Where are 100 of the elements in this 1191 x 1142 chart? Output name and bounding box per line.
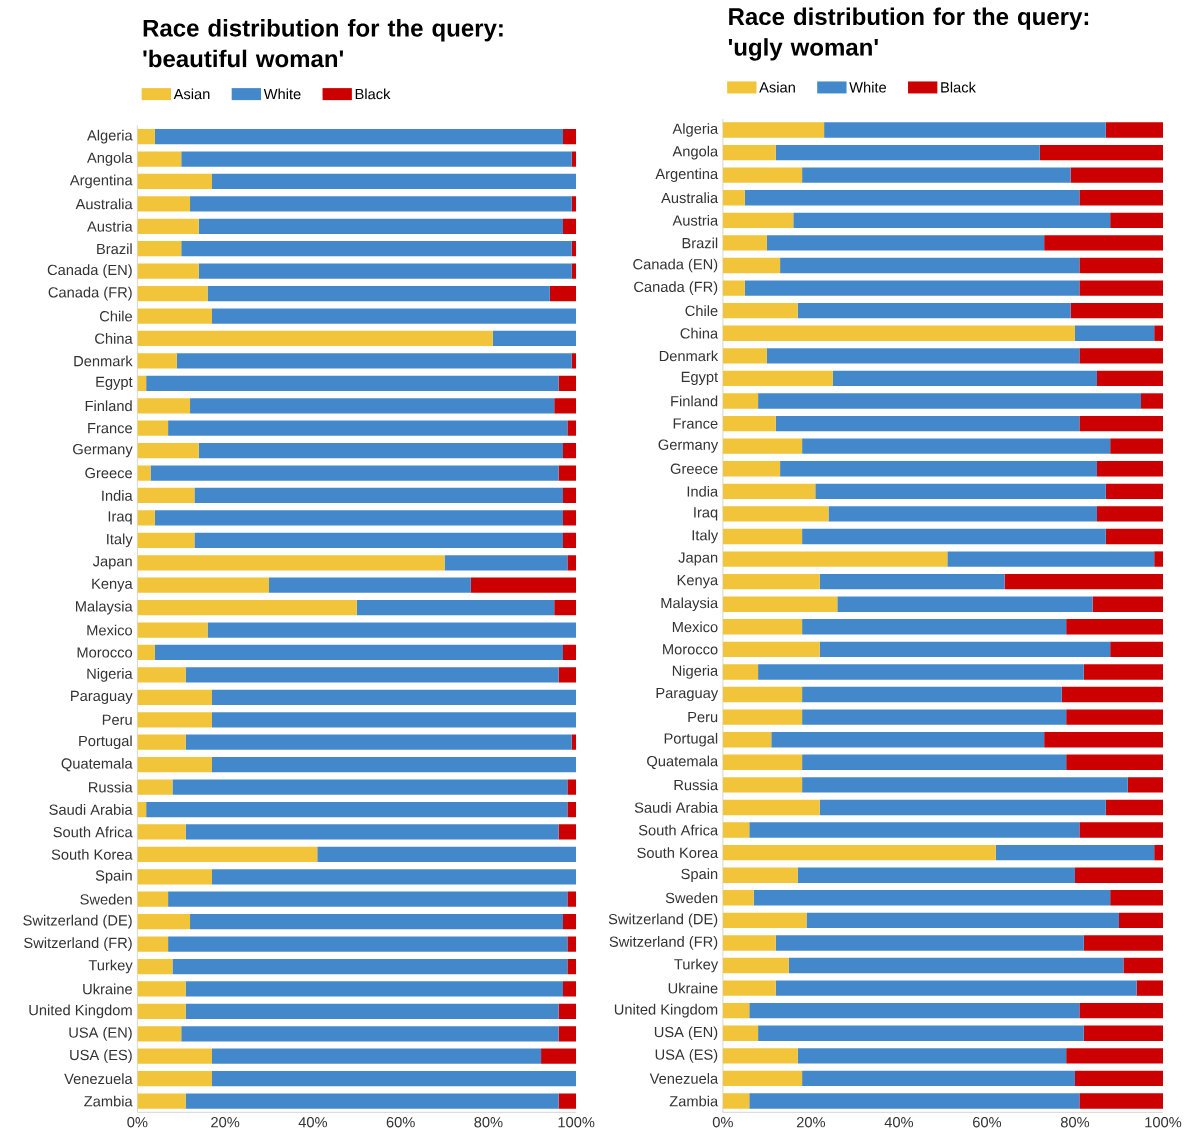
x-tick-label: 20% (211, 1116, 240, 1128)
bar (722, 889, 754, 906)
bar (1118, 912, 1163, 928)
bar (1154, 325, 1163, 341)
y-tick-label: USA (EN) (654, 1026, 718, 1040)
bar (146, 801, 568, 817)
bar (185, 824, 559, 840)
bar (198, 218, 563, 234)
y-tick-label: Canada (EN) (633, 258, 718, 273)
y-tick-label: United Kingdom (614, 1003, 718, 1018)
bar (172, 779, 568, 795)
y-tick-label: Paraguay (656, 687, 719, 701)
y-tick-label: Saudi Arabia (49, 803, 133, 815)
y-tick-label: Egypt (681, 371, 719, 385)
y-tick-label: USA (ES) (70, 1049, 132, 1063)
bar (211, 308, 577, 324)
bar (563, 913, 577, 930)
bar (137, 151, 182, 167)
bar (802, 1070, 1075, 1086)
bar (137, 196, 191, 212)
bar (470, 577, 577, 593)
y-tick-label: Turkey (88, 959, 133, 974)
bar (793, 212, 1111, 228)
bar (832, 370, 1097, 386)
bar (771, 731, 1045, 748)
bar (137, 891, 169, 907)
bar (137, 1048, 212, 1064)
bar (1083, 935, 1163, 951)
bar (154, 128, 563, 145)
bar (356, 599, 555, 616)
bar (154, 644, 563, 660)
bar (137, 128, 155, 145)
bar (137, 487, 195, 503)
y-tick-label: USA (EN) (69, 1026, 132, 1041)
bar (722, 212, 794, 228)
x-tick-label: 0% (127, 1116, 148, 1128)
bar (749, 1093, 1080, 1109)
bar (775, 144, 1040, 161)
bar (137, 308, 212, 324)
bar (722, 664, 759, 680)
bar (137, 465, 151, 481)
bar (137, 913, 191, 930)
bar (172, 958, 568, 974)
y-tick-label: Greece (85, 467, 133, 479)
bar (137, 554, 445, 571)
bar (137, 330, 493, 346)
bar (722, 980, 776, 996)
bar (198, 442, 563, 459)
y-tick-label: Spain (681, 868, 718, 882)
bar (137, 397, 191, 414)
legend-label: Black (355, 88, 391, 100)
bar (558, 667, 577, 683)
bar (722, 528, 803, 544)
bar (558, 824, 577, 840)
bar (722, 325, 1075, 341)
bar (722, 709, 803, 725)
y-tick-label: Greece (670, 463, 718, 474)
bar (137, 846, 318, 862)
bar (1079, 1002, 1163, 1019)
bar (1079, 257, 1163, 274)
bar (802, 686, 1062, 703)
y-tick-label: France (673, 418, 718, 429)
bar (947, 551, 1155, 567)
bar (137, 824, 186, 840)
bar (190, 397, 555, 414)
y-tick-label: Japan (678, 552, 718, 566)
x-tick-label: 0% (712, 1116, 733, 1128)
bar (571, 196, 577, 212)
y-tick-label: Morocco (663, 644, 718, 655)
y-tick-label: Egypt (96, 376, 133, 390)
bar (137, 622, 208, 638)
y-tick-label: China (680, 327, 719, 339)
y-tick-label: Ukraine (83, 983, 133, 995)
y-tick-label: China (95, 332, 133, 344)
bar (780, 257, 1080, 274)
legend-label: Black (941, 81, 976, 93)
y-tick-label: Angola (672, 145, 719, 160)
bar (722, 551, 948, 567)
y-tick-label: Malaysia (75, 600, 133, 615)
y-tick-label: India (687, 485, 719, 497)
bar (722, 347, 767, 364)
y-tick-label: Germany (73, 443, 133, 458)
bar (802, 754, 1067, 770)
bar (1061, 686, 1163, 703)
bar (1079, 280, 1163, 296)
y-tick-label: Kenya (677, 574, 719, 589)
bar (563, 532, 577, 548)
bar (722, 257, 781, 274)
y-tick-label: Canada (FR) (634, 281, 718, 295)
y-tick-label: Austria (87, 220, 133, 232)
bar (1141, 393, 1163, 409)
y-tick-label: Switzerland (DE) (23, 914, 132, 929)
bar (744, 280, 1080, 296)
y-tick-label: Germany (658, 439, 719, 453)
bar (571, 734, 577, 750)
bar (137, 420, 169, 436)
bar (211, 1070, 577, 1087)
bar (722, 280, 745, 296)
bar (185, 1003, 559, 1019)
bar (317, 846, 577, 862)
